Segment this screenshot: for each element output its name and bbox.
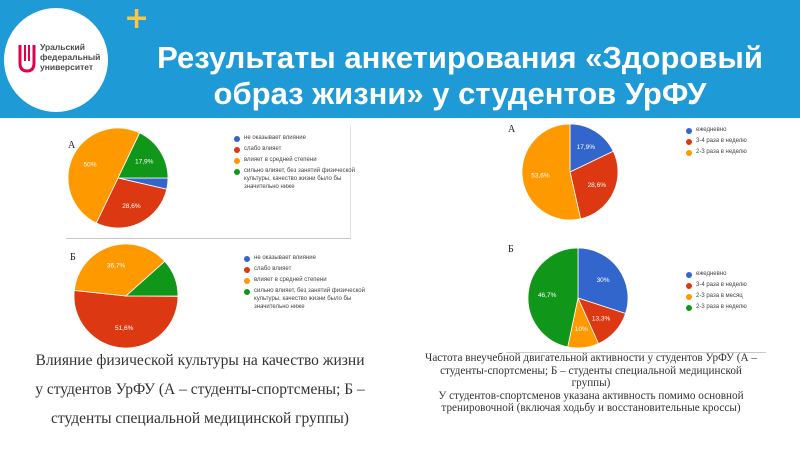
caption-influence: Влияние физической культуры на качество … bbox=[4, 346, 396, 433]
chart-panel-letter: А bbox=[508, 124, 516, 135]
legend-label: 3-4 раза в неделю bbox=[696, 282, 747, 288]
pie-data-label: 51,6% bbox=[115, 325, 134, 332]
caption-frequency: Частота внеучебной двигательной активнос… bbox=[392, 352, 790, 415]
pie-slice bbox=[577, 247, 629, 314]
pie-data-label: 30% bbox=[597, 277, 610, 284]
legend-swatch bbox=[686, 305, 692, 311]
legend-swatch bbox=[686, 272, 692, 278]
pie-chart: 30% 13,3% 10% 46,7% bbox=[527, 247, 629, 349]
caption-left-line3: студенты специальной медицинской группы) bbox=[51, 410, 349, 427]
legend-swatch bbox=[244, 289, 250, 295]
title-line2: образ жизни» у студентов УрФУ bbox=[213, 76, 707, 111]
caption-right-line2: студенты-спортсмены; Б – студенты специа… bbox=[440, 364, 742, 377]
legend-label: влияет в средней степени bbox=[254, 277, 327, 283]
legend-swatch bbox=[686, 139, 692, 145]
logo-text-line1: Уральский bbox=[40, 42, 85, 52]
pie-chart: 51,6% 36,7% bbox=[73, 243, 179, 349]
pie-data-label: 28,6% bbox=[122, 203, 141, 210]
legend-swatch bbox=[234, 147, 240, 153]
legend-swatch bbox=[234, 158, 240, 164]
pie-slice bbox=[521, 123, 582, 221]
university-logo-icon bbox=[18, 45, 36, 73]
pie-data-label: 53,6% bbox=[531, 172, 550, 179]
pie-slice bbox=[95, 177, 168, 229]
header-banner: Уральский федеральный университет + Резу… bbox=[0, 0, 800, 118]
logo-text-line2: федеральный bbox=[40, 52, 101, 62]
logo-text-line3: университет bbox=[40, 62, 94, 72]
legend-label: 3-4 раза в неделю bbox=[696, 138, 747, 144]
legend-label: слабо влияет bbox=[244, 146, 282, 152]
legend-label: ежедневно bbox=[696, 127, 727, 133]
caption-right-line3: группы) bbox=[571, 377, 611, 389]
legend-label: 2-3 раза в месяц bbox=[696, 293, 743, 299]
pie-data-label: 28,6% bbox=[588, 182, 607, 189]
legend-label: слабо влияет bbox=[254, 266, 292, 272]
legend-label: не оказывает влияние bbox=[254, 255, 316, 261]
pie-data-label: 46,7% bbox=[538, 292, 557, 299]
chart-panel-letter: А bbox=[68, 140, 76, 151]
chart-panel-frequency-b: Б 30% 13,3% 10% 46,7% ежедневно 3-4 раза в нед… bbox=[506, 240, 766, 353]
pie-data-label: 17,9% bbox=[577, 144, 596, 151]
pie-data-label: 10% bbox=[575, 326, 588, 333]
chart-panel-letter: Б bbox=[508, 244, 514, 255]
legend-swatch bbox=[234, 136, 240, 142]
caption-left-line2: у студентов УрФУ (А – студенты-спортсмен… bbox=[35, 381, 365, 398]
caption-right-line4: У студентов-спортсменов указана активнос… bbox=[438, 389, 744, 402]
pie-slice bbox=[569, 150, 619, 220]
caption-right-line1: Частота внеучебной двигательной активнос… bbox=[425, 352, 757, 364]
legend-swatch bbox=[686, 283, 692, 289]
pie-slice bbox=[527, 247, 579, 348]
pie-slice bbox=[124, 260, 179, 297]
legend-label: не оказывает влияние bbox=[244, 135, 306, 141]
pie-slice bbox=[73, 290, 179, 349]
legend-label: ежедневно bbox=[696, 271, 727, 277]
legend-swatch bbox=[244, 278, 250, 284]
legend-swatch bbox=[686, 128, 692, 134]
legend-label: сильно влияет, без занятий физической ку… bbox=[254, 288, 365, 310]
legend-label: 2-3 раза в неделю bbox=[696, 304, 747, 310]
caption-left-line1: Влияние физической культуры на качество … bbox=[35, 352, 365, 369]
pie-slice bbox=[73, 243, 166, 297]
pie-slice bbox=[569, 123, 614, 173]
plus-icon: + bbox=[124, 1, 150, 36]
chart-panel-frequency-a: А 17,9% 28,6% 53,6% ежедневно 3-4 раза в неде… bbox=[506, 120, 766, 228]
caption-right-line5: тренировочной (включая ходьбу и восстано… bbox=[441, 402, 741, 414]
legend-swatch bbox=[686, 294, 692, 300]
pie-slice bbox=[117, 132, 169, 179]
legend-swatch bbox=[244, 256, 250, 262]
logo-wordmark: Уральский федеральный университет bbox=[40, 42, 104, 72]
legend-swatch bbox=[244, 267, 250, 273]
chart-panel-influence-a: А 28,6% 50% 17,9% не оказывает влияние слабо … bbox=[66, 126, 355, 239]
title-line1: Результаты анкетирования «Здоровый bbox=[157, 40, 763, 75]
legend-label: сильно влияет, без занятий физической ку… bbox=[244, 168, 355, 190]
pie-slice bbox=[67, 127, 141, 224]
pie-data-label: 13,3% bbox=[592, 316, 611, 323]
pie-chart: 17,9% 28,6% 53,6% bbox=[521, 123, 619, 221]
pie-data-label: 17,9% bbox=[135, 158, 154, 165]
chart-panel-influence-b: Б 51,6% 36,7% не оказывает влияние слабо вли… bbox=[66, 243, 366, 349]
legend-label: 2-3 раза в неделю bbox=[696, 149, 747, 155]
page-title: Результаты анкетирования «Здоровый образ… bbox=[120, 40, 800, 112]
pie-chart: 28,6% 50% 17,9% bbox=[67, 127, 169, 229]
pie-data-label: 36,7% bbox=[107, 262, 126, 269]
university-logo: Уральский федеральный университет bbox=[4, 8, 108, 112]
legend-swatch bbox=[234, 169, 240, 175]
pie-data-label: 50% bbox=[84, 162, 97, 169]
legend-swatch bbox=[686, 150, 692, 156]
chart-panel-letter: Б bbox=[70, 252, 76, 263]
legend-label: влияет в средней степени bbox=[244, 157, 317, 163]
